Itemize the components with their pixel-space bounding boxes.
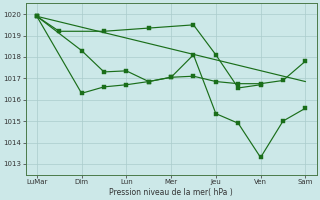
X-axis label: Pression niveau de la mer( hPa ): Pression niveau de la mer( hPa ) xyxy=(109,188,233,197)
